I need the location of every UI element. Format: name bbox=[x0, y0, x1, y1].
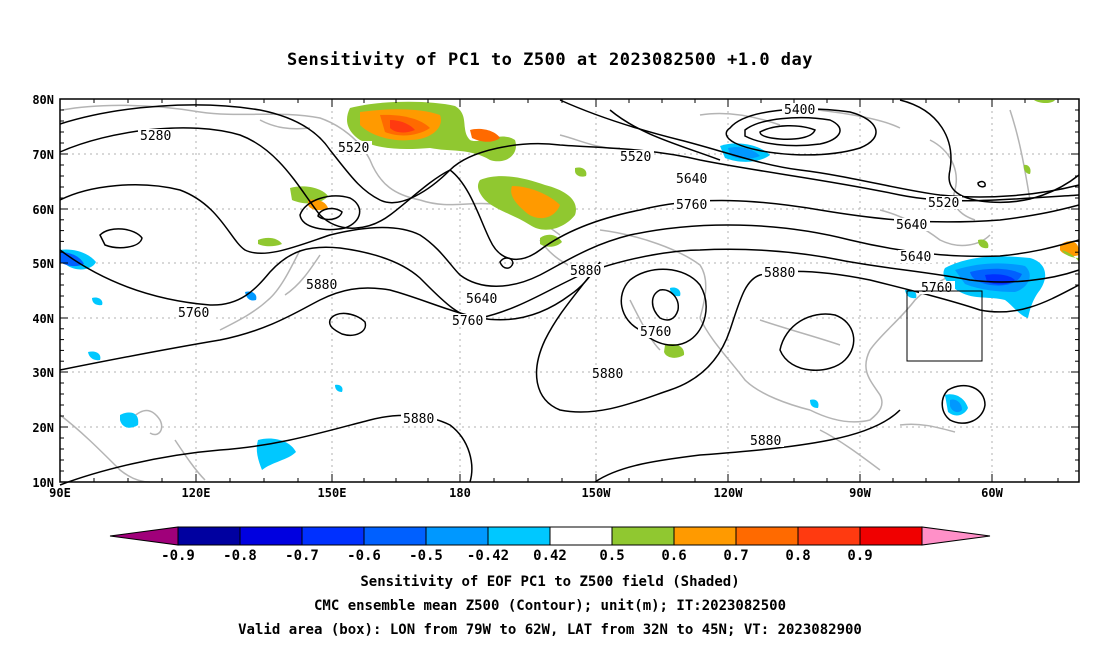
colorbar-label: 0.7 bbox=[723, 548, 748, 564]
lat-label-40n: 40N bbox=[32, 312, 54, 326]
tick-marks bbox=[59, 98, 1079, 483]
colorbar-swatch bbox=[425, 526, 489, 546]
colorbar-swatch bbox=[735, 526, 799, 546]
contour-label: 5640 bbox=[900, 250, 931, 265]
contour-label: 5760 bbox=[640, 325, 671, 340]
contour-label-bg bbox=[926, 196, 962, 209]
colorbar-label: -0.6 bbox=[347, 548, 381, 564]
contour-label: 5880 bbox=[764, 266, 795, 281]
map-frame bbox=[59, 98, 1080, 483]
colorbar-label: 0.8 bbox=[785, 548, 810, 564]
contour-label: 5760 bbox=[921, 281, 952, 296]
contour-label-bg bbox=[638, 325, 674, 338]
colorbar-label: -0.5 bbox=[409, 548, 443, 564]
contour-label-bg bbox=[450, 314, 486, 327]
colorbar-label: 0.5 bbox=[599, 548, 624, 564]
colorbar-low-arrow bbox=[109, 526, 179, 546]
lon-label-120e: 120E bbox=[182, 486, 211, 500]
z500-contours bbox=[59, 99, 1080, 486]
contour-label: 5520 bbox=[338, 141, 369, 156]
coastlines bbox=[59, 104, 1031, 483]
contour-label: 5880 bbox=[592, 367, 623, 382]
contour-label: 5760 bbox=[676, 198, 707, 213]
contour-label-bg bbox=[782, 103, 818, 116]
contour-label: 5280 bbox=[140, 129, 171, 144]
colorbar-label: -0.8 bbox=[223, 548, 257, 564]
colorbar-label: 0.6 bbox=[661, 548, 686, 564]
contour-label: 5880 bbox=[570, 264, 601, 279]
colorbar-label: 0.42 bbox=[533, 548, 567, 564]
contour-label: 5880 bbox=[403, 412, 434, 427]
contour-label: 5760 bbox=[452, 314, 483, 329]
contour-label-bg bbox=[762, 266, 798, 279]
colorbar-swatch bbox=[859, 526, 923, 546]
contour-label: 5520 bbox=[620, 150, 651, 165]
colorbar: -0.9 -0.8 -0.7 -0.6 -0.5 -0.42 0.42 0.5 0.6 0.7 0.… bbox=[109, 526, 991, 564]
colorbar-label: 0.9 bbox=[847, 548, 872, 564]
colorbar-swatch bbox=[549, 526, 613, 546]
lon-label-90e: 90E bbox=[49, 486, 71, 500]
lon-label-150e: 150E bbox=[318, 486, 347, 500]
contour-label-bg bbox=[748, 434, 784, 447]
lon-label-90w: 90W bbox=[849, 486, 871, 500]
contour-label: 5640 bbox=[676, 172, 707, 187]
lat-label-10n: 10N bbox=[32, 476, 54, 490]
colorbar-swatch bbox=[611, 526, 675, 546]
contour-label-bg bbox=[401, 412, 437, 425]
lon-label-120w: 120W bbox=[714, 486, 744, 500]
lat-label-30n: 30N bbox=[32, 366, 54, 380]
contour-labels: 5280540055205520552056405640564056405760… bbox=[138, 103, 962, 449]
contour-label-bg bbox=[336, 141, 372, 154]
colorbar-swatch bbox=[487, 526, 551, 546]
lat-label-70n: 70N bbox=[32, 148, 54, 162]
contour-label: 5640 bbox=[466, 292, 497, 307]
contour-label-bg bbox=[674, 198, 710, 211]
lat-axis-labels: 80N 70N 60N 50N 40N 30N 20N 10N bbox=[32, 93, 54, 490]
lon-label-60w: 60W bbox=[981, 486, 1003, 500]
gridlines bbox=[60, 99, 1079, 482]
contour-label: 5760 bbox=[178, 306, 209, 321]
colorbar-label: -0.9 bbox=[161, 548, 195, 564]
contour-label-bg bbox=[898, 250, 934, 263]
contour-label-bg bbox=[590, 367, 626, 380]
contour-label-bg bbox=[176, 306, 212, 319]
lat-label-60n: 60N bbox=[32, 203, 54, 217]
contour-label: 5400 bbox=[784, 103, 815, 118]
contour-label: 5520 bbox=[928, 196, 959, 211]
colorbar-label: -0.42 bbox=[467, 548, 509, 564]
lat-label-80n: 80N bbox=[32, 93, 54, 107]
lon-label-180: 180 bbox=[449, 486, 471, 500]
contour-label-bg bbox=[568, 264, 604, 277]
contour-label: 5880 bbox=[750, 434, 781, 449]
colorbar-swatch bbox=[177, 526, 241, 546]
lon-axis-labels: 90E 120E 150E 180 150W 120W 90W 60W bbox=[49, 486, 1003, 500]
caption-line-2: CMC ensemble mean Z500 (Contour); unit(m… bbox=[313, 598, 786, 614]
contour-label-bg bbox=[138, 129, 174, 142]
caption-line-3: Valid area (box): LON from 79W to 62W, L… bbox=[238, 622, 862, 638]
contour-label-bg bbox=[894, 218, 930, 231]
valid-area-box bbox=[906, 290, 983, 362]
lon-label-150w: 150W bbox=[582, 486, 612, 500]
lat-label-50n: 50N bbox=[32, 257, 54, 271]
contour-label: 5880 bbox=[306, 278, 337, 293]
contour-label-bg bbox=[674, 172, 710, 185]
colorbar-high-arrow bbox=[921, 526, 991, 546]
contour-label-bg bbox=[304, 278, 340, 291]
colorbar-swatch bbox=[363, 526, 427, 546]
colorbar-swatch bbox=[239, 526, 303, 546]
colorbar-swatch bbox=[797, 526, 861, 546]
contour-label: 5640 bbox=[896, 218, 927, 233]
lat-label-20n: 20N bbox=[32, 421, 54, 435]
plot-title: Sensitivity of PC1 to Z500 at 2023082500… bbox=[286, 50, 813, 70]
colorbar-label: -0.7 bbox=[285, 548, 319, 564]
contour-label-bg bbox=[618, 150, 654, 163]
colorbar-swatch bbox=[301, 526, 365, 546]
colorbar-swatch bbox=[673, 526, 737, 546]
contour-label-bg bbox=[464, 292, 500, 305]
caption-line-1: Sensitivity of EOF PC1 to Z500 field (Sh… bbox=[360, 574, 740, 590]
